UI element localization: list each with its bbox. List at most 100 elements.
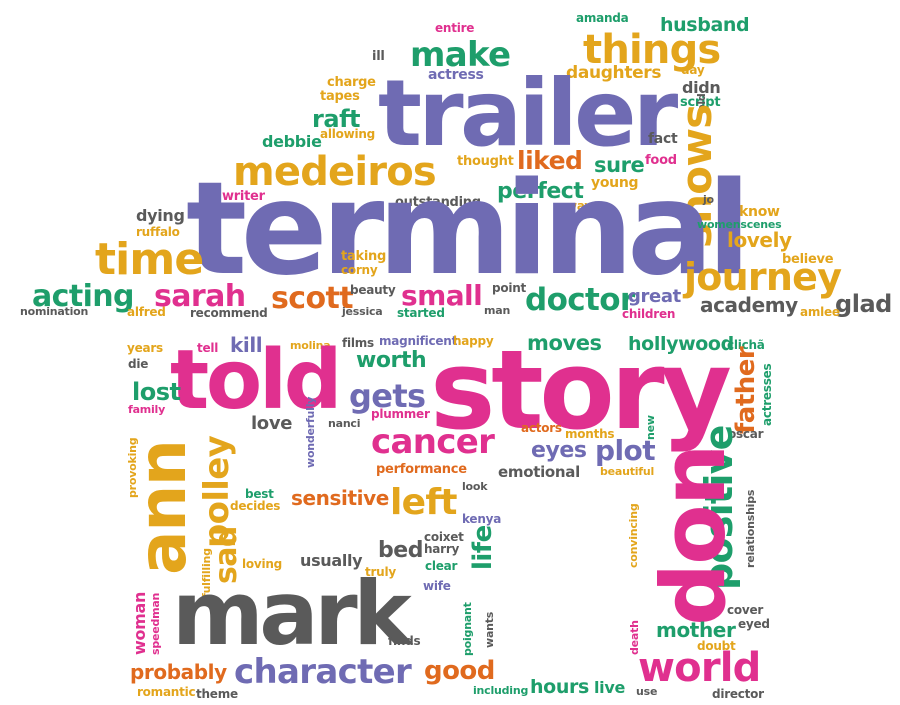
word: clear [425, 559, 458, 573]
word-terminal: terminal [186, 155, 751, 304]
word: films [342, 336, 374, 350]
word: lost [132, 378, 181, 406]
word: ill [372, 49, 385, 64]
word: love [251, 413, 293, 434]
word: clichã [727, 338, 765, 352]
word: coixet [424, 530, 464, 544]
word: journey [684, 255, 842, 299]
word: glad [835, 290, 892, 318]
word: left [390, 482, 457, 523]
word: good [424, 656, 495, 686]
word: finds [388, 634, 421, 648]
word: actresses [760, 363, 774, 426]
word: doctor [525, 282, 635, 318]
word: corny [341, 263, 378, 277]
word: perfect [497, 179, 584, 204]
word: nanci [328, 417, 361, 430]
word: truly [365, 565, 396, 579]
word: months [565, 427, 615, 441]
word: cover [727, 603, 764, 617]
word: mother [656, 618, 736, 642]
word: kill [230, 333, 263, 357]
word: day [681, 63, 705, 77]
word: jo [703, 193, 714, 206]
word: live [594, 678, 625, 697]
word: outstanding [395, 195, 481, 210]
word: man [484, 304, 511, 317]
word: director [712, 687, 764, 701]
word: small [401, 279, 483, 312]
word: entire [435, 21, 475, 35]
word: romantic [137, 685, 196, 699]
word: script [680, 95, 721, 110]
word: gets [349, 377, 426, 415]
word: molina [290, 339, 331, 352]
word: convincing [627, 503, 640, 568]
word: ruffalo [136, 225, 180, 239]
word: fact [648, 131, 678, 147]
word: use [636, 685, 658, 698]
word: lovely [727, 228, 792, 252]
word: children [622, 307, 676, 321]
word: wants [483, 611, 496, 648]
word: sure [594, 153, 645, 177]
word: usually [300, 551, 363, 570]
word: father [731, 346, 761, 434]
word: thought [457, 154, 514, 169]
word: young [591, 175, 639, 191]
word-trailer: trailer [378, 60, 678, 167]
word: raft [312, 105, 361, 133]
word: moves [527, 331, 602, 355]
word: husband [660, 14, 750, 36]
word: eyes [531, 438, 587, 463]
word: started [397, 306, 445, 320]
word: make [410, 35, 511, 75]
word-story: story [430, 326, 732, 454]
word: best [245, 487, 274, 501]
word: amanda [576, 11, 629, 25]
word: nomination [20, 305, 89, 318]
word: relationships [744, 489, 757, 568]
word: debbie [262, 132, 322, 151]
word: speedman [149, 592, 162, 655]
word: believe [782, 252, 834, 267]
word: time [95, 234, 204, 285]
word: beautiful [600, 465, 655, 478]
word: character [234, 652, 412, 692]
word: food [645, 153, 677, 168]
word: decides [230, 499, 281, 513]
word: allowing [320, 127, 375, 141]
word: harry [424, 542, 460, 556]
word: point [492, 281, 527, 295]
word: didn [682, 78, 721, 97]
word: plummer [371, 407, 430, 421]
word: way [566, 199, 592, 213]
word: actress [428, 67, 484, 83]
word: woman [130, 591, 149, 655]
word: hours [530, 676, 589, 698]
word: years [127, 341, 163, 355]
word: wonderfully [304, 396, 317, 468]
word: including [473, 684, 529, 697]
word: sensitive [291, 486, 389, 510]
word: great [628, 286, 681, 307]
word: actors [521, 421, 562, 435]
word: emotional [498, 463, 580, 481]
word: know [739, 204, 780, 220]
word: tapes [320, 89, 360, 104]
word: dying [136, 206, 185, 225]
word: things [583, 27, 721, 73]
word: worth [356, 348, 427, 373]
word: magnificent [379, 334, 458, 348]
word: liked [517, 146, 583, 175]
word: family [128, 403, 166, 416]
word: academy [700, 293, 798, 317]
word: provoking [126, 437, 139, 498]
word: world [638, 645, 761, 691]
word: doubt [697, 639, 736, 653]
word: daughters [566, 63, 662, 83]
word: writer [222, 189, 265, 204]
word: plot [595, 434, 656, 467]
word: recommend [190, 306, 268, 320]
